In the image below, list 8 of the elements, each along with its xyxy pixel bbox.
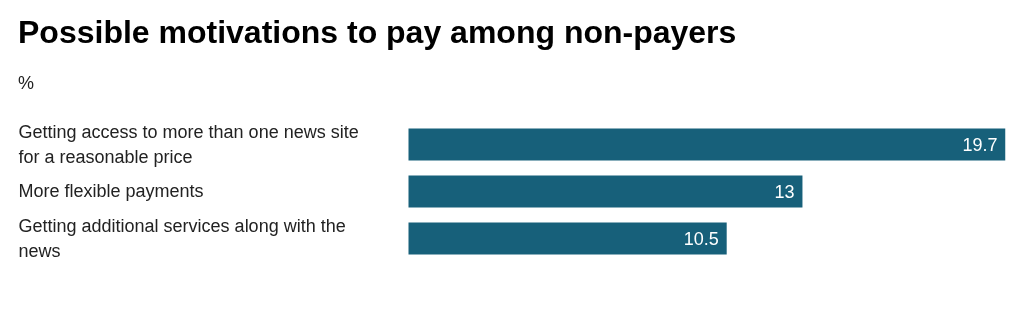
text: %: [18, 72, 35, 95]
y-tick-label: Getting access to more than one news site for a reasonable price: [18, 121, 359, 167]
data-label: 19.7: [962, 134, 998, 155]
chart-title: Possible motivations to pay among non-payers: [18, 13, 737, 52]
y-tick-label: Getting additional services along with the news: [18, 216, 346, 262]
y-tick-label: More flexible payments: [18, 181, 204, 202]
data-label: 10.5: [683, 229, 719, 250]
data-label: 13: [774, 182, 795, 202]
